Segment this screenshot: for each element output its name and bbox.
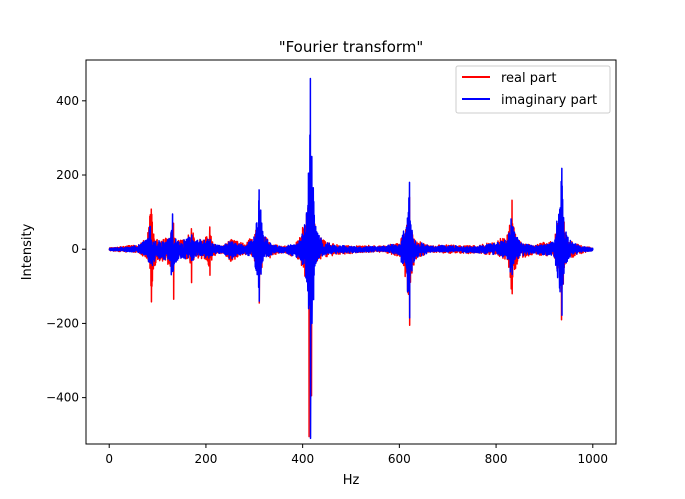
y-tick-label: −200 [46, 316, 79, 330]
axes-frame [85, 59, 617, 445]
legend-label-real-part: real part [501, 71, 556, 86]
y-axis: −400 −200 0 200 400 [46, 94, 86, 405]
y-tick-label: −400 [46, 391, 79, 405]
x-tick-label: 1000 [578, 452, 609, 466]
x-tick-label: 200 [194, 452, 217, 466]
legend: real part imaginary part [455, 65, 611, 114]
legend-box [455, 65, 611, 114]
y-tick-label: 200 [56, 168, 79, 182]
y-tick-label: 0 [71, 242, 79, 256]
x-tick-label: 800 [485, 452, 508, 466]
y-tick-label: 400 [56, 94, 79, 108]
legend-label-imaginary-part: imaginary part [501, 93, 597, 108]
series-group [108, 77, 594, 440]
x-axis-label: Hz [343, 473, 360, 488]
chart-title: "Fourier transform" [279, 38, 424, 56]
y-axis-label: Intensity [20, 223, 35, 280]
series-imaginary-part-line [108, 77, 594, 440]
x-axis: 0 200 400 600 800 1000 [105, 444, 608, 466]
x-tick-label: 600 [388, 452, 411, 466]
plot-area [108, 77, 594, 440]
x-tick-label: 0 [105, 452, 113, 466]
x-tick-label: 400 [291, 452, 314, 466]
